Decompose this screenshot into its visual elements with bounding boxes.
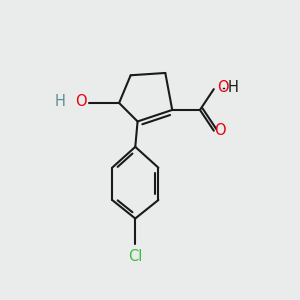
Text: H: H <box>228 80 238 95</box>
Text: Cl: Cl <box>128 248 142 263</box>
Text: O: O <box>217 80 229 95</box>
Text: H: H <box>55 94 66 109</box>
Text: O: O <box>214 123 225 138</box>
Text: O: O <box>75 94 87 109</box>
